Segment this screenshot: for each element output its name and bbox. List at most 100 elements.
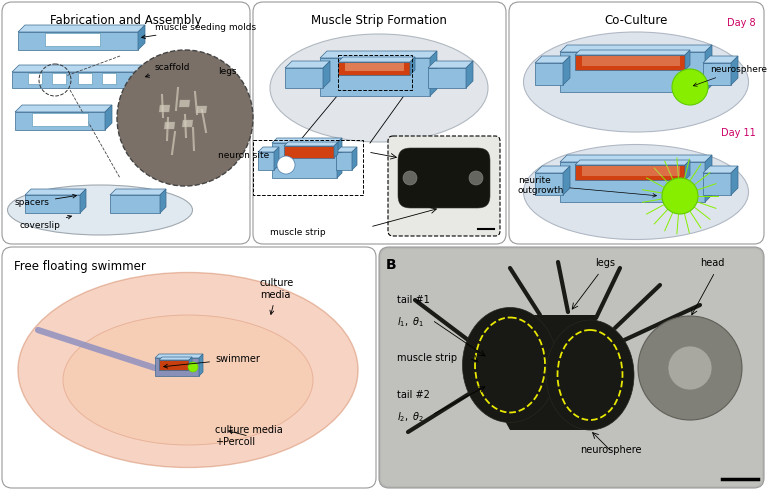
Polygon shape bbox=[110, 189, 166, 195]
Polygon shape bbox=[323, 61, 330, 88]
Polygon shape bbox=[199, 354, 203, 376]
Polygon shape bbox=[189, 357, 192, 370]
Polygon shape bbox=[284, 142, 338, 146]
Text: head: head bbox=[700, 258, 724, 268]
Polygon shape bbox=[685, 50, 690, 70]
Polygon shape bbox=[160, 189, 166, 213]
Circle shape bbox=[469, 171, 483, 185]
Polygon shape bbox=[164, 122, 175, 129]
Text: Day 8: Day 8 bbox=[727, 18, 756, 28]
Polygon shape bbox=[560, 155, 712, 162]
Polygon shape bbox=[25, 189, 86, 195]
Polygon shape bbox=[285, 61, 330, 68]
Polygon shape bbox=[334, 142, 338, 158]
Circle shape bbox=[638, 316, 742, 420]
Polygon shape bbox=[159, 360, 189, 370]
Polygon shape bbox=[102, 73, 116, 84]
Circle shape bbox=[403, 171, 417, 185]
Text: swimmer: swimmer bbox=[164, 354, 260, 368]
Text: muscle strip: muscle strip bbox=[270, 227, 326, 237]
Text: $l_2,\ \theta_2$: $l_2,\ \theta_2$ bbox=[397, 410, 424, 424]
FancyBboxPatch shape bbox=[2, 2, 250, 244]
Text: neurosphere: neurosphere bbox=[580, 445, 641, 455]
Polygon shape bbox=[336, 147, 357, 152]
Text: legs: legs bbox=[218, 68, 237, 76]
Polygon shape bbox=[703, 166, 738, 173]
Text: legs: legs bbox=[595, 258, 615, 268]
Polygon shape bbox=[78, 73, 92, 84]
Polygon shape bbox=[338, 62, 410, 75]
Circle shape bbox=[672, 69, 708, 105]
Polygon shape bbox=[320, 58, 430, 96]
Polygon shape bbox=[430, 51, 437, 96]
Polygon shape bbox=[80, 189, 86, 213]
Polygon shape bbox=[705, 45, 712, 92]
Polygon shape bbox=[155, 358, 199, 376]
Circle shape bbox=[668, 346, 712, 390]
Circle shape bbox=[117, 50, 253, 186]
Polygon shape bbox=[320, 51, 437, 58]
Polygon shape bbox=[18, 32, 138, 50]
Text: $l_1,\ \theta_1$: $l_1,\ \theta_1$ bbox=[397, 315, 424, 329]
Polygon shape bbox=[12, 65, 149, 72]
Polygon shape bbox=[25, 195, 80, 213]
Polygon shape bbox=[196, 106, 207, 113]
Polygon shape bbox=[703, 63, 731, 85]
Polygon shape bbox=[15, 105, 112, 112]
Polygon shape bbox=[703, 56, 738, 63]
Circle shape bbox=[662, 178, 698, 214]
FancyBboxPatch shape bbox=[381, 249, 762, 486]
Text: culture
media: culture media bbox=[260, 278, 294, 315]
Polygon shape bbox=[159, 105, 170, 112]
Ellipse shape bbox=[18, 272, 358, 467]
Polygon shape bbox=[338, 57, 415, 62]
Ellipse shape bbox=[270, 34, 488, 142]
Text: muscle seeding molds: muscle seeding molds bbox=[141, 23, 256, 39]
Polygon shape bbox=[705, 155, 712, 202]
Polygon shape bbox=[535, 63, 563, 85]
Polygon shape bbox=[575, 55, 685, 70]
Polygon shape bbox=[52, 73, 66, 84]
Polygon shape bbox=[18, 25, 145, 32]
Text: spacers: spacers bbox=[15, 195, 76, 207]
Polygon shape bbox=[110, 195, 160, 213]
Polygon shape bbox=[703, 173, 731, 195]
Polygon shape bbox=[345, 63, 404, 71]
Text: Muscle Strip Formation: Muscle Strip Formation bbox=[311, 14, 447, 27]
Polygon shape bbox=[182, 120, 193, 127]
Polygon shape bbox=[272, 143, 337, 178]
Polygon shape bbox=[336, 152, 352, 170]
Text: B: B bbox=[386, 258, 396, 272]
Polygon shape bbox=[352, 147, 357, 170]
FancyBboxPatch shape bbox=[2, 247, 376, 488]
Ellipse shape bbox=[546, 320, 634, 430]
Polygon shape bbox=[731, 56, 738, 85]
Polygon shape bbox=[575, 160, 690, 165]
Polygon shape bbox=[575, 50, 690, 55]
Circle shape bbox=[277, 156, 295, 174]
Polygon shape bbox=[155, 354, 203, 358]
Polygon shape bbox=[12, 72, 142, 88]
Polygon shape bbox=[560, 52, 705, 92]
Polygon shape bbox=[582, 166, 680, 176]
Polygon shape bbox=[272, 138, 342, 143]
Ellipse shape bbox=[524, 32, 749, 132]
Ellipse shape bbox=[524, 145, 749, 240]
Text: culture media
+Percoll: culture media +Percoll bbox=[215, 425, 283, 447]
Polygon shape bbox=[337, 138, 342, 178]
Polygon shape bbox=[575, 165, 685, 180]
Text: coverslip: coverslip bbox=[20, 216, 71, 230]
Polygon shape bbox=[466, 61, 473, 88]
Polygon shape bbox=[535, 56, 570, 63]
Polygon shape bbox=[28, 73, 42, 84]
Polygon shape bbox=[560, 45, 712, 52]
Polygon shape bbox=[284, 146, 334, 158]
Polygon shape bbox=[45, 33, 100, 46]
Polygon shape bbox=[563, 56, 570, 85]
Polygon shape bbox=[274, 147, 279, 170]
Polygon shape bbox=[685, 160, 690, 180]
Text: scaffold: scaffold bbox=[145, 63, 190, 77]
FancyBboxPatch shape bbox=[398, 148, 490, 208]
Text: neurosphere: neurosphere bbox=[694, 65, 767, 86]
Polygon shape bbox=[142, 65, 149, 88]
